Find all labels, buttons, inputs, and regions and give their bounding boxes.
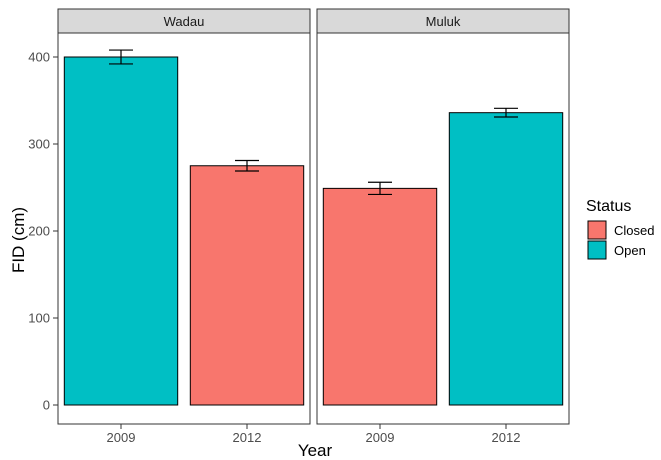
y-tick-label: 0	[43, 398, 50, 413]
legend-label: Closed	[614, 223, 654, 238]
y-tick-label: 300	[28, 137, 50, 152]
x-tick-label: 2009	[366, 430, 395, 445]
bar	[63, 56, 179, 406]
x-tick-label: 2012	[492, 430, 521, 445]
legend-key-open	[587, 240, 607, 260]
bar	[322, 187, 438, 406]
facet-strip-label: Wadau	[164, 14, 205, 29]
facet-strip	[316, 8, 570, 34]
legend-title: Status	[586, 198, 631, 215]
bar	[448, 112, 564, 406]
legend: Status Closed Open	[586, 198, 654, 260]
bar	[189, 165, 305, 406]
y-tick-label: 200	[28, 224, 50, 239]
legend-label: Open	[614, 243, 646, 258]
facet-strip-label: Muluk	[426, 14, 461, 29]
x-tick-label: 2012	[233, 430, 262, 445]
y-axis-title: FID (cm)	[9, 207, 28, 273]
facet-strip	[57, 8, 311, 34]
y-tick-label: 400	[28, 50, 50, 65]
x-axis-title: Year	[298, 441, 333, 460]
y-tick-label: 100	[28, 311, 50, 326]
x-tick-label: 2009	[107, 430, 136, 445]
legend-key-closed	[587, 220, 607, 240]
